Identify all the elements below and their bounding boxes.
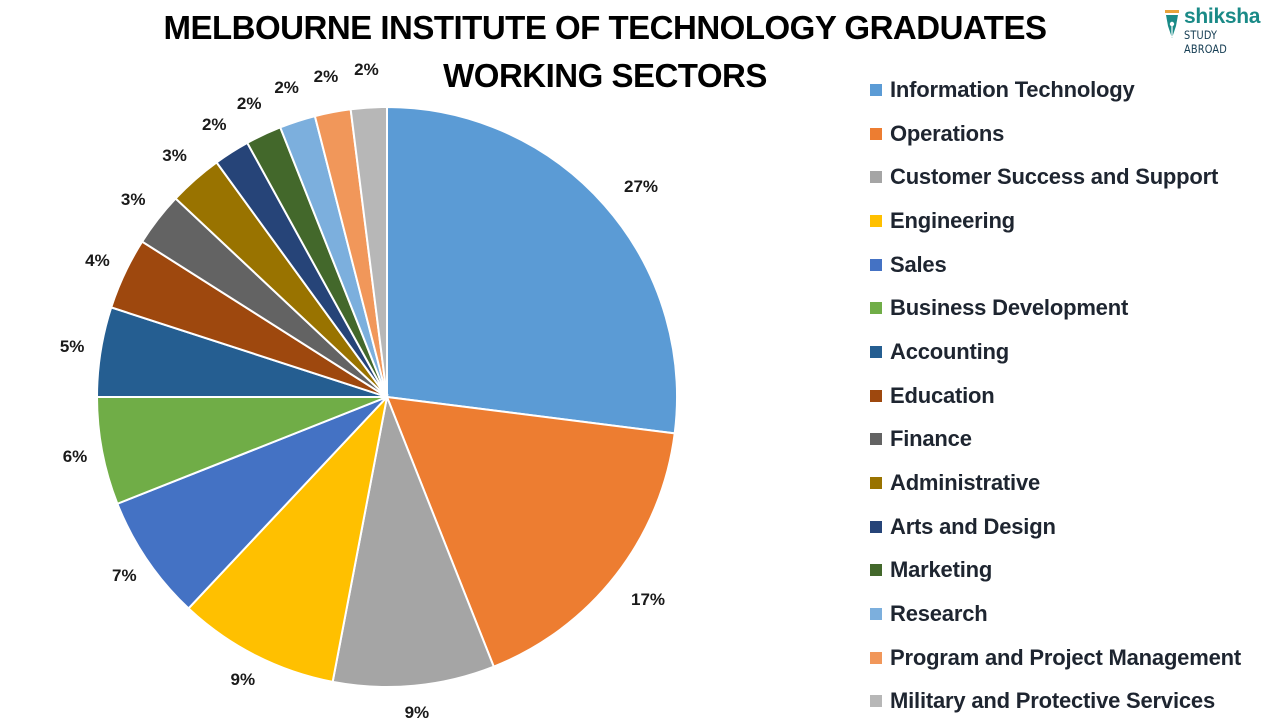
pie-data-label: 2% xyxy=(274,78,299,98)
chart-legend: Information Technology Operations Customer… xyxy=(870,68,1241,723)
pie-data-label: 9% xyxy=(404,703,430,723)
legend-swatch-icon xyxy=(870,345,882,358)
legend-label: Engineering xyxy=(890,207,1015,233)
legend-label: Customer Success and Support xyxy=(890,164,1219,190)
pie-data-label: 3% xyxy=(162,146,187,166)
legend-swatch-icon xyxy=(870,302,882,315)
pie-data-label: 7% xyxy=(112,565,137,585)
legend-item: Arts and Design xyxy=(870,505,1241,549)
legend-label: Accounting xyxy=(890,338,1009,364)
pie-data-label: 6% xyxy=(62,446,88,466)
pie-data-label: 27% xyxy=(623,177,659,196)
pie-data-label: 2% xyxy=(201,114,227,134)
legend-swatch-icon xyxy=(870,389,882,402)
legend-swatch-icon xyxy=(870,695,882,708)
pie-slice xyxy=(116,396,388,610)
legend-swatch-icon xyxy=(870,258,882,271)
pie-data-label: 17% xyxy=(630,590,666,609)
legend-swatch-icon xyxy=(870,171,882,184)
logo-subtitle: STUDY ABROAD xyxy=(1184,28,1227,56)
legend-swatch-icon xyxy=(870,520,882,533)
legend-swatch-icon xyxy=(870,433,882,446)
pie-data-label: 4% xyxy=(85,250,110,270)
pie-slice xyxy=(385,395,676,668)
chart-title-line-2: WORKING SECTORS xyxy=(443,57,767,94)
pie-slice xyxy=(331,393,496,688)
legend-label: Arts and Design xyxy=(890,513,1056,539)
legend-item: Business Development xyxy=(870,286,1241,330)
legend-item: Operations xyxy=(870,112,1241,156)
legend-item: Research xyxy=(870,592,1241,636)
pie-data-label: 2% xyxy=(313,66,339,86)
pie-data-label: 9% xyxy=(230,669,256,689)
legend-item: Information Technology xyxy=(870,68,1241,112)
legend-label: Information Technology xyxy=(890,76,1135,102)
legend-item: Program and Project Management xyxy=(870,636,1241,680)
legend-item: Engineering xyxy=(870,199,1241,243)
legend-item: Military and Protective Services xyxy=(870,680,1241,723)
chart-title: MELBOURNE INSTITUTE OF TECHNOLOGY GRADUA… xyxy=(0,4,1210,100)
legend-label: Program and Project Management xyxy=(890,644,1241,670)
logo-brand-text: shiksha xyxy=(1184,5,1261,28)
legend-label: Marketing xyxy=(890,557,993,583)
legend-label: Education xyxy=(890,382,995,408)
legend-swatch-icon xyxy=(870,608,882,621)
pie-data-label: 2% xyxy=(354,60,379,80)
shiksha-logo: shiksha STUDY ABROAD xyxy=(1160,5,1272,56)
legend-label: Administrative xyxy=(890,470,1041,496)
pie-data-label: 2% xyxy=(236,94,262,114)
pie-chart xyxy=(95,105,678,688)
pie-slice xyxy=(187,393,389,684)
legend-item: Finance xyxy=(870,418,1241,462)
legend-item: Administrative xyxy=(870,461,1241,505)
legend-label: Sales xyxy=(890,251,947,277)
legend-label: Operations xyxy=(890,120,1005,146)
chart-title-line-1: MELBOURNE INSTITUTE OF TECHNOLOGY GRADUA… xyxy=(163,9,1047,46)
legend-swatch-icon xyxy=(870,83,882,96)
legend-swatch-icon xyxy=(870,127,882,140)
legend-item: Sales xyxy=(870,243,1241,287)
pie-data-label: 5% xyxy=(59,337,85,357)
legend-item: Education xyxy=(870,374,1241,418)
legend-swatch-icon xyxy=(870,477,882,490)
pie-slice xyxy=(386,105,678,435)
legend-label: Finance xyxy=(890,426,972,452)
legend-item: Customer Success and Support xyxy=(870,155,1241,199)
pie-slice xyxy=(349,105,388,398)
legend-label: Research xyxy=(890,601,988,627)
pen-nib-icon xyxy=(1165,10,1179,38)
legend-swatch-icon xyxy=(870,214,882,227)
legend-swatch-icon xyxy=(870,651,882,664)
legend-item: Marketing xyxy=(870,549,1241,593)
legend-label: Military and Protective Services xyxy=(890,688,1215,714)
pie-data-label: 3% xyxy=(120,190,146,210)
legend-swatch-icon xyxy=(870,564,882,577)
legend-label: Business Development xyxy=(890,295,1129,321)
legend-item: Accounting xyxy=(870,330,1241,374)
